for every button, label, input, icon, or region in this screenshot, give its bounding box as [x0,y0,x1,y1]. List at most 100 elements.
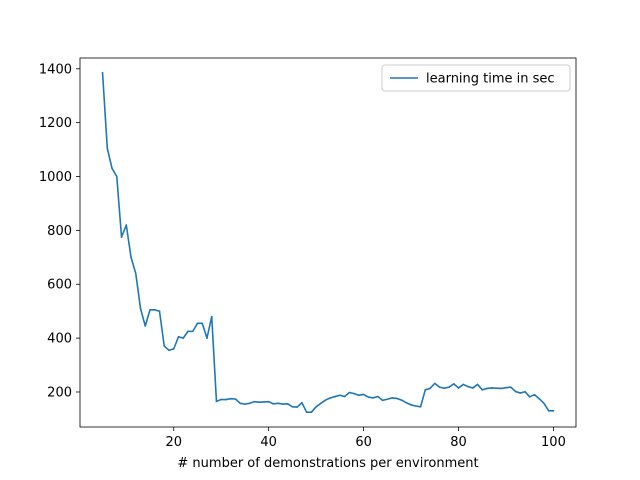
x-axis-label: # number of demonstrations per environme… [177,456,478,471]
data-point [391,397,393,399]
data-point [206,337,208,339]
data-point [424,389,427,391]
data-point [187,330,189,333]
data-point [229,397,232,400]
y-tick-label: 1000 [39,170,72,185]
data-point [358,394,360,397]
y-tick-label: 600 [47,278,72,293]
data-point [538,397,541,400]
data-point [343,395,346,398]
data-point [490,387,493,389]
series-line-0 [101,72,555,413]
data-point [452,383,455,385]
data-point [348,391,351,394]
data-point [519,392,522,394]
data-point [115,175,118,178]
data-point [415,405,417,407]
data-point [334,395,336,398]
data-point [462,383,465,386]
data-point [400,399,403,401]
data-point [448,386,450,388]
data-point [291,406,294,408]
data-point [419,406,422,408]
data-point [120,236,123,238]
data-point [505,386,507,389]
data-point [125,224,128,226]
data-point [495,387,498,390]
data-point [500,387,503,390]
data-point [396,397,398,400]
x-tick-label: 60 [355,435,372,450]
data-point [471,387,474,389]
data-point [467,385,469,388]
data-point [320,402,322,405]
data-point [220,398,223,401]
data-point [329,397,332,399]
data-point [267,400,270,403]
data-point [248,402,251,405]
data-point [381,399,384,402]
data-point [263,401,265,403]
legend: learning time in sec [381,64,571,92]
data-point [433,382,436,385]
data-point [476,383,479,386]
data-point [172,348,175,350]
data-point [296,406,298,408]
y-tick-label: 800 [47,224,72,239]
data-point [481,389,484,391]
data-point [305,411,308,413]
data-point [134,272,137,275]
data-point [106,147,109,150]
data-point [225,398,227,401]
data-point [438,386,441,388]
legend-box [381,64,571,92]
data-point [547,410,550,412]
x-tick-label: 100 [541,435,566,450]
y-tick-label: 1400 [39,62,72,77]
data-point [528,396,531,398]
data-point [362,393,365,396]
data-point [310,411,313,413]
data-point [353,392,355,395]
plot-frame [79,57,577,428]
data-point [429,387,431,390]
data-point [533,393,536,396]
data-point [153,309,156,311]
data-point [552,410,555,412]
data-point [301,401,303,404]
data-point [524,390,526,393]
data-point [163,345,166,348]
data-point [457,387,460,389]
data-point [111,167,113,170]
data-point [201,322,204,325]
data-point [405,401,408,404]
x-tick-label: 40 [260,435,277,450]
data-point [210,315,213,318]
data-point [339,394,341,397]
data-point [443,387,446,390]
data-point [258,401,260,404]
x-tick-label: 80 [450,435,467,450]
data-point [215,400,218,403]
data-point [367,396,370,398]
data-point [144,325,147,327]
data-point [196,322,199,325]
x-tick-label: 20 [165,435,182,450]
data-point [282,403,284,405]
data-point [514,390,517,393]
data-point [315,406,317,408]
axes-layer: 20 40 60 80 100 200 400 600 800 1000 1200 1400 [39,57,577,450]
data-point [244,403,246,405]
data-point [286,403,289,405]
series-layer [101,72,555,413]
data-point [324,399,327,401]
data-point [372,397,374,399]
y-tick-label: 1200 [39,116,72,131]
data-point [168,349,170,352]
data-point [130,256,132,259]
data-point [158,310,161,312]
legend-label: learning time in sec [426,72,555,87]
data-point [177,335,180,338]
data-point [253,400,256,403]
